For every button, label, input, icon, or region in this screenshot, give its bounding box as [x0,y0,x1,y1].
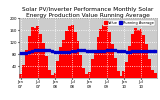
Point [60,51,62,53]
Title: Solar PV/Inverter Performance Monthly Solar Energy Production Value Running Aver: Solar PV/Inverter Performance Monthly So… [22,7,154,18]
Bar [105,23,108,78]
Bar [111,44,114,78]
Point [97,50,99,52]
Bar [137,30,140,78]
Bar [148,58,151,78]
Point [148,50,151,52]
Point [62,51,65,53]
Point [22,53,25,54]
Bar [65,31,68,78]
Point [140,50,142,52]
Point [28,51,31,53]
Point [131,50,134,52]
Bar [151,70,154,78]
Point [48,50,51,51]
Bar [94,50,97,78]
Bar [82,68,85,78]
Point [137,50,140,52]
Point [120,50,122,52]
Bar [100,29,102,78]
Bar [62,40,65,78]
Point [85,50,88,52]
Point [103,50,105,52]
Point [128,51,131,52]
Point [36,49,39,51]
Legend: Value, Running Average: Value, Running Average [103,20,155,26]
Bar [28,36,31,78]
Bar [122,71,125,78]
Bar [54,73,56,78]
Point [111,49,114,51]
Point [68,51,71,52]
Point [94,50,96,52]
Bar [74,32,76,78]
Point [25,52,28,54]
Bar [31,27,34,78]
Bar [36,26,39,78]
Bar [154,73,157,78]
Bar [128,46,131,78]
Point [45,49,48,51]
Bar [145,44,148,78]
Bar [56,61,59,78]
Bar [25,50,28,78]
Point [34,50,36,51]
Point [114,50,116,51]
Point [57,51,59,53]
Bar [34,28,36,78]
Point [39,49,42,50]
Bar [97,37,100,78]
Point [105,50,108,51]
Bar [39,34,42,78]
Point [145,50,148,52]
Bar [45,56,48,78]
Bar [91,59,94,78]
Point [134,50,137,52]
Bar [134,28,137,78]
Bar [59,47,62,78]
Point [125,51,128,52]
Point [123,50,125,52]
Bar [79,55,82,78]
Point [54,51,56,52]
Bar [117,70,120,78]
Bar [108,32,111,78]
Bar [42,43,45,78]
Point [151,50,154,52]
Point [80,50,82,51]
Bar [140,28,142,78]
Bar [114,58,117,78]
Point [91,50,94,52]
Bar [125,62,128,78]
Bar [51,75,54,78]
Point [19,52,22,53]
Point [117,50,119,52]
Point [88,50,91,52]
Point [31,50,33,52]
Point [100,50,102,52]
Point [51,50,53,52]
Bar [71,25,74,78]
Bar [88,72,91,78]
Bar [48,70,51,78]
Point [143,50,145,52]
Bar [142,35,145,78]
Bar [120,76,122,78]
Point [82,50,85,51]
Bar [85,74,88,78]
Point [65,51,68,53]
Point [42,49,45,50]
Bar [102,25,105,78]
Bar [76,41,79,78]
Point [71,50,73,52]
Point [77,50,79,51]
Point [74,50,76,52]
Point [154,50,157,52]
Point [108,49,111,51]
Bar [22,64,25,78]
Bar [68,26,71,78]
Bar [131,34,134,78]
Bar [19,74,22,78]
